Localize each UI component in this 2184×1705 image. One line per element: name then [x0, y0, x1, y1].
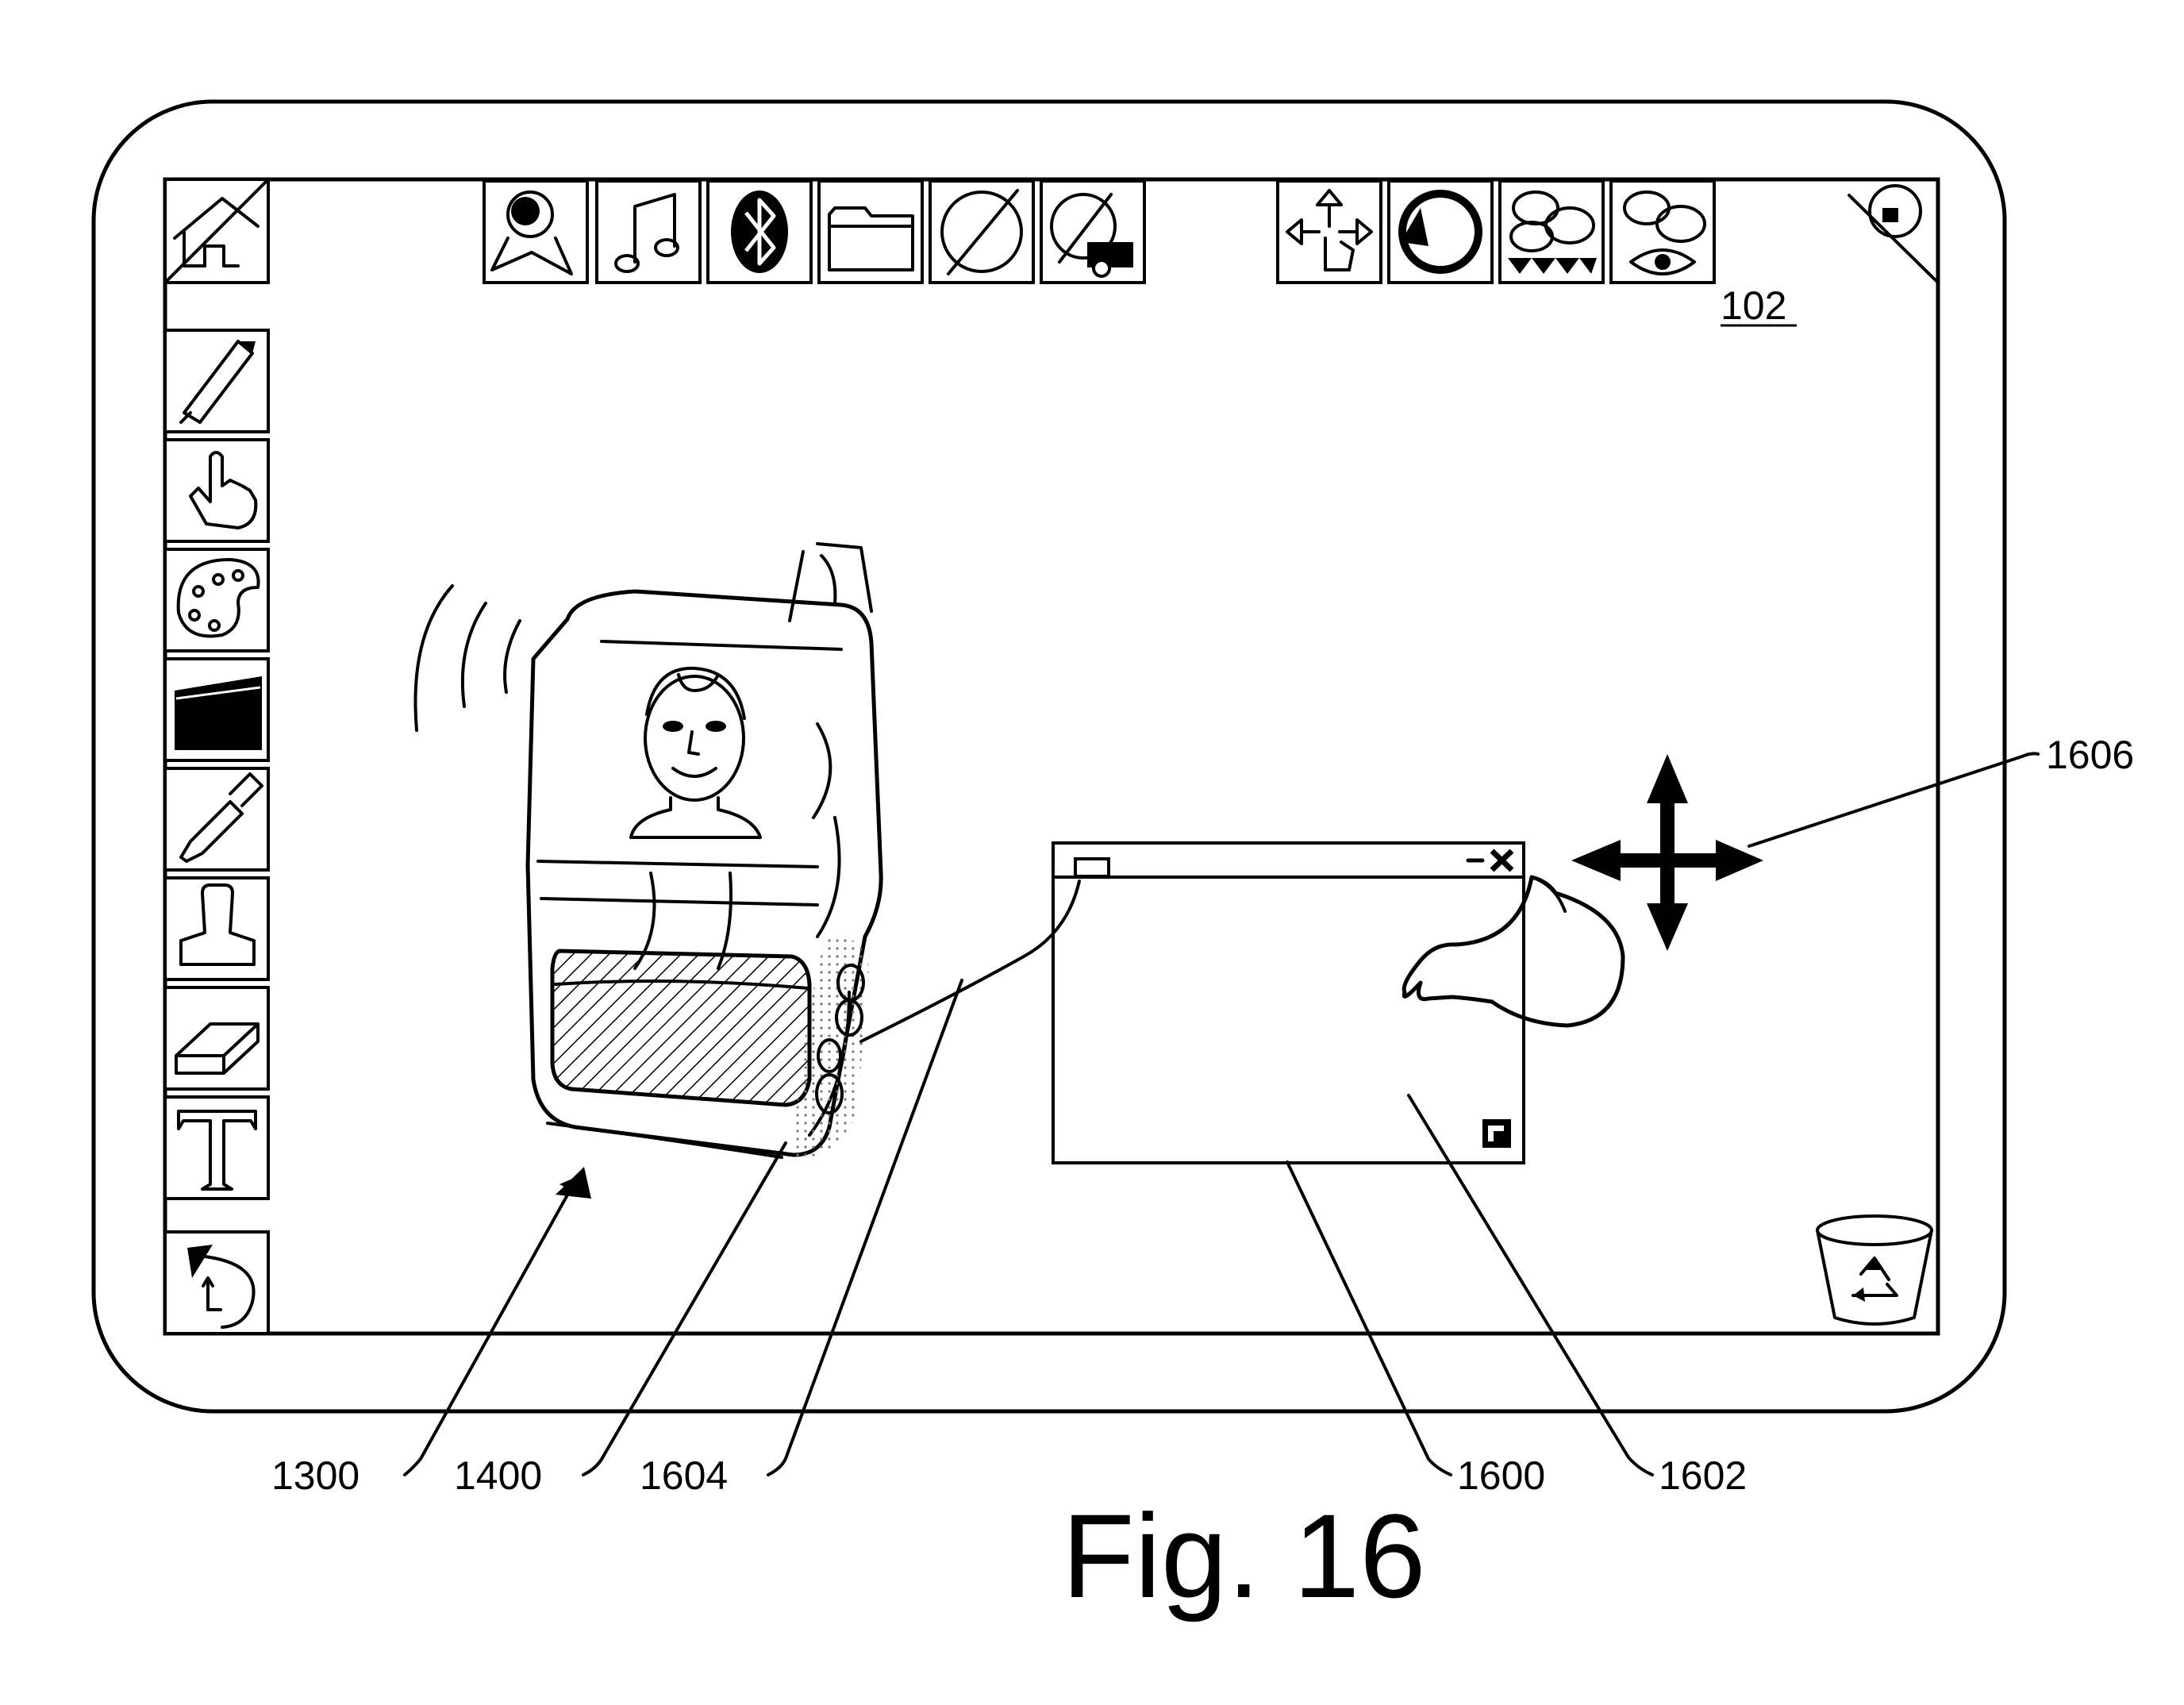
move-icon[interactable]: [1278, 181, 1381, 283]
hand-icon[interactable]: [165, 440, 268, 541]
ref-label-1400: 1400: [454, 1453, 542, 1498]
globe-icon[interactable]: [930, 181, 1033, 283]
ref-label-1600: 1600: [1457, 1453, 1545, 1498]
webcam-icon[interactable]: [484, 181, 587, 283]
globe-camera-icon[interactable]: [1041, 181, 1144, 283]
stamp-icon[interactable]: [165, 878, 268, 980]
window-tab-icon[interactable]: [1075, 859, 1109, 876]
eraser-icon[interactable]: [165, 987, 268, 1089]
undo-icon[interactable]: [165, 1232, 268, 1334]
palette-icon[interactable]: [165, 549, 268, 651]
ref-label-1602: 1602: [1659, 1453, 1747, 1498]
figure-title: Fig. 16: [1062, 1489, 1426, 1622]
floating-window[interactable]: [1053, 843, 1524, 1163]
screen-ref-label: 102: [1721, 283, 1786, 328]
text-tool-icon[interactable]: [165, 1097, 268, 1199]
music-note-icon[interactable]: [597, 181, 700, 283]
ref-label-1606: 1606: [2046, 733, 2134, 777]
clapboard-icon[interactable]: [165, 659, 268, 760]
folder-icon[interactable]: [819, 181, 922, 283]
home-corner-icon[interactable]: [165, 179, 268, 283]
chat-view-icon[interactable]: [1611, 181, 1714, 283]
ref-label-1604: 1604: [640, 1453, 728, 1498]
chat-group-icon[interactable]: [1500, 181, 1603, 283]
eyedropper-icon[interactable]: [165, 768, 268, 870]
bluetooth-icon[interactable]: [708, 181, 811, 283]
resize-icon[interactable]: [1482, 1119, 1511, 1148]
ref-label-1300: 1300: [271, 1453, 360, 1498]
rotate-icon[interactable]: [1389, 181, 1492, 283]
marker-icon[interactable]: [165, 330, 268, 432]
